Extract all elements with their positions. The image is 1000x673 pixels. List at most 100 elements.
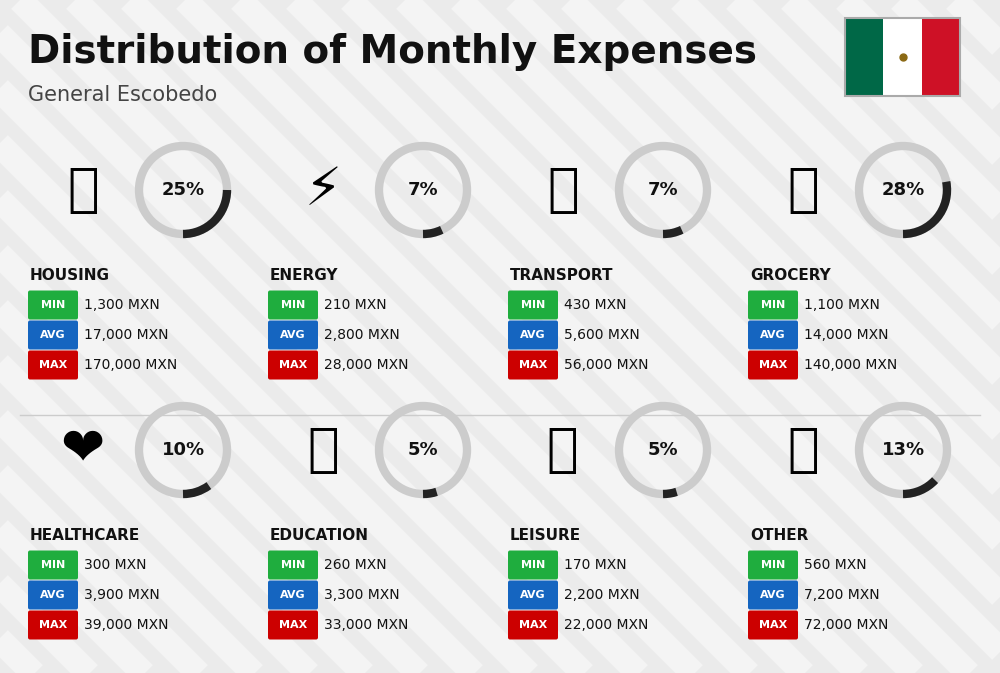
Text: EDUCATION: EDUCATION: [270, 528, 369, 542]
Text: OTHER: OTHER: [750, 528, 808, 542]
Text: MIN: MIN: [41, 300, 65, 310]
FancyBboxPatch shape: [748, 551, 798, 579]
FancyBboxPatch shape: [268, 351, 318, 380]
Text: AVG: AVG: [520, 330, 546, 340]
Text: 🚌: 🚌: [547, 164, 579, 216]
Text: GROCERY: GROCERY: [750, 267, 831, 283]
Text: 2,200 MXN: 2,200 MXN: [564, 588, 640, 602]
Text: Distribution of Monthly Expenses: Distribution of Monthly Expenses: [28, 33, 757, 71]
Text: 430 MXN: 430 MXN: [564, 298, 626, 312]
FancyBboxPatch shape: [748, 610, 798, 639]
Text: 5%: 5%: [408, 441, 438, 459]
Text: 17,000 MXN: 17,000 MXN: [84, 328, 168, 342]
Text: 5%: 5%: [648, 441, 678, 459]
Text: MAX: MAX: [39, 620, 67, 630]
FancyBboxPatch shape: [508, 610, 558, 639]
FancyBboxPatch shape: [28, 320, 78, 349]
Text: AVG: AVG: [280, 590, 306, 600]
Text: 🛍️: 🛍️: [547, 424, 579, 476]
Text: 25%: 25%: [161, 181, 205, 199]
Text: 3,300 MXN: 3,300 MXN: [324, 588, 400, 602]
FancyBboxPatch shape: [508, 320, 558, 349]
Text: AVG: AVG: [40, 590, 66, 600]
Text: 🎓: 🎓: [307, 424, 339, 476]
FancyBboxPatch shape: [28, 291, 78, 320]
Text: AVG: AVG: [760, 590, 786, 600]
Text: MAX: MAX: [39, 360, 67, 370]
Text: 300 MXN: 300 MXN: [84, 558, 146, 572]
Text: 72,000 MXN: 72,000 MXN: [804, 618, 888, 632]
Text: 🛒: 🛒: [787, 164, 819, 216]
Text: MIN: MIN: [761, 300, 785, 310]
Text: MAX: MAX: [279, 360, 307, 370]
FancyBboxPatch shape: [748, 291, 798, 320]
FancyBboxPatch shape: [748, 351, 798, 380]
FancyBboxPatch shape: [748, 581, 798, 610]
FancyBboxPatch shape: [268, 320, 318, 349]
Text: ❤️: ❤️: [61, 424, 105, 476]
Text: 7,200 MXN: 7,200 MXN: [804, 588, 880, 602]
FancyBboxPatch shape: [508, 551, 558, 579]
Text: 210 MXN: 210 MXN: [324, 298, 387, 312]
Text: 56,000 MXN: 56,000 MXN: [564, 358, 648, 372]
Text: MIN: MIN: [41, 560, 65, 570]
Text: 7%: 7%: [408, 181, 438, 199]
FancyBboxPatch shape: [508, 351, 558, 380]
Text: 5,600 MXN: 5,600 MXN: [564, 328, 640, 342]
Text: 10%: 10%: [161, 441, 205, 459]
FancyBboxPatch shape: [845, 18, 883, 96]
Text: MIN: MIN: [281, 560, 305, 570]
Text: 140,000 MXN: 140,000 MXN: [804, 358, 897, 372]
Text: ENERGY: ENERGY: [270, 267, 338, 283]
Text: 13%: 13%: [881, 441, 925, 459]
Text: 1,100 MXN: 1,100 MXN: [804, 298, 880, 312]
Text: 14,000 MXN: 14,000 MXN: [804, 328, 889, 342]
Text: MAX: MAX: [519, 620, 547, 630]
Text: ⚡: ⚡: [304, 164, 342, 216]
Text: 🏢: 🏢: [67, 164, 99, 216]
Text: 22,000 MXN: 22,000 MXN: [564, 618, 648, 632]
FancyBboxPatch shape: [268, 291, 318, 320]
Text: HEALTHCARE: HEALTHCARE: [30, 528, 140, 542]
Text: MAX: MAX: [759, 360, 787, 370]
Text: 1,300 MXN: 1,300 MXN: [84, 298, 160, 312]
Text: MIN: MIN: [521, 300, 545, 310]
Text: 28%: 28%: [881, 181, 925, 199]
Text: AVG: AVG: [520, 590, 546, 600]
Text: 260 MXN: 260 MXN: [324, 558, 387, 572]
Text: 33,000 MXN: 33,000 MXN: [324, 618, 408, 632]
Text: 👜: 👜: [787, 424, 819, 476]
Text: MIN: MIN: [521, 560, 545, 570]
Text: 3,900 MXN: 3,900 MXN: [84, 588, 160, 602]
FancyBboxPatch shape: [268, 610, 318, 639]
FancyBboxPatch shape: [268, 551, 318, 579]
Text: 39,000 MXN: 39,000 MXN: [84, 618, 168, 632]
Text: AVG: AVG: [280, 330, 306, 340]
Text: 170,000 MXN: 170,000 MXN: [84, 358, 177, 372]
Text: MAX: MAX: [279, 620, 307, 630]
FancyBboxPatch shape: [508, 291, 558, 320]
FancyBboxPatch shape: [28, 351, 78, 380]
Text: 7%: 7%: [648, 181, 678, 199]
Text: AVG: AVG: [40, 330, 66, 340]
Text: LEISURE: LEISURE: [510, 528, 581, 542]
FancyBboxPatch shape: [748, 320, 798, 349]
Text: AVG: AVG: [760, 330, 786, 340]
FancyBboxPatch shape: [268, 581, 318, 610]
FancyBboxPatch shape: [28, 581, 78, 610]
FancyBboxPatch shape: [883, 18, 922, 96]
Text: TRANSPORT: TRANSPORT: [510, 267, 614, 283]
FancyBboxPatch shape: [28, 610, 78, 639]
Text: HOUSING: HOUSING: [30, 267, 110, 283]
Text: 28,000 MXN: 28,000 MXN: [324, 358, 409, 372]
FancyBboxPatch shape: [922, 18, 960, 96]
FancyBboxPatch shape: [508, 581, 558, 610]
Text: 560 MXN: 560 MXN: [804, 558, 867, 572]
Text: MAX: MAX: [759, 620, 787, 630]
Text: General Escobedo: General Escobedo: [28, 85, 217, 105]
Text: MAX: MAX: [519, 360, 547, 370]
Text: 170 MXN: 170 MXN: [564, 558, 627, 572]
Text: MIN: MIN: [281, 300, 305, 310]
Text: MIN: MIN: [761, 560, 785, 570]
Text: 2,800 MXN: 2,800 MXN: [324, 328, 400, 342]
